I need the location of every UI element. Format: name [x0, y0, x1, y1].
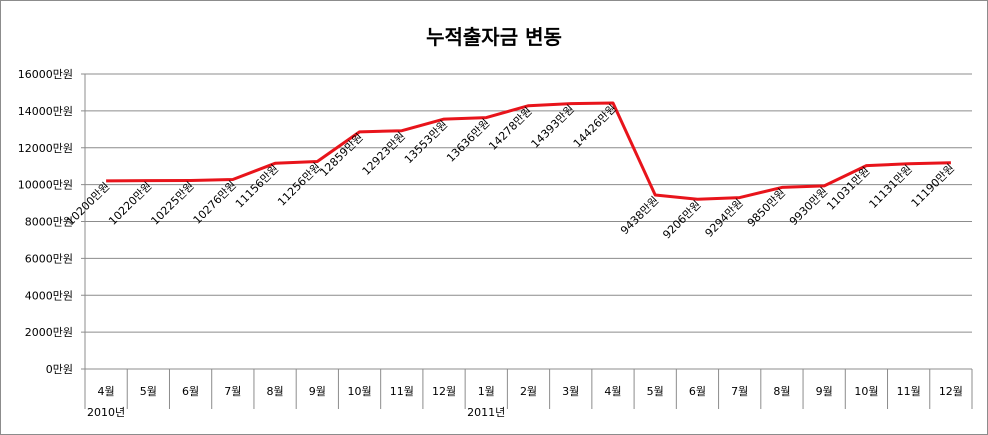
x-tick-label: 2월: [520, 385, 537, 398]
data-label: 9294만원: [703, 197, 746, 240]
x-tick-label: 3월: [562, 385, 579, 398]
x-tick-label: 7월: [731, 385, 748, 398]
x-tick-label: 6월: [182, 385, 199, 398]
data-label: 11031만원: [824, 165, 872, 213]
data-label: 10225만원: [148, 179, 196, 227]
y-tick-label: 6000만원: [25, 252, 73, 265]
data-label: 9438만원: [618, 194, 661, 237]
axes: [81, 73, 973, 409]
data-label: 9206만원: [660, 198, 703, 241]
x-tick-label: 11월: [390, 385, 414, 398]
y-axis-tick-labels: 0만원 2000만원 4000만원 6000만원 8000만원 10000만원 12000만…: [18, 68, 73, 376]
x-tick-label: 1월: [478, 385, 495, 398]
x-tick-label: 5월: [140, 385, 157, 398]
x-tick-label: 9월: [816, 385, 833, 398]
x-tick-label: 5월: [647, 385, 664, 398]
x-tick-label: 9월: [309, 385, 326, 398]
gridlines: [85, 73, 972, 333]
x-tick-label: 10월: [347, 385, 371, 398]
series-line: [106, 101, 951, 201]
data-label: 12923만원: [360, 130, 408, 178]
x-axis-tick-labels: 4월 5월 6월 7월 8월 9월 10월 11월 12월 1월 2월 3월 4월 5월 6월 7월 8월 9월 1…: [98, 385, 963, 398]
x-tick-label: 12월: [432, 385, 456, 398]
x-tick-label: 10월: [854, 385, 878, 398]
y-tick-label: 10000만원: [18, 179, 73, 192]
data-label: 11131만원: [867, 163, 915, 211]
year-label: 2011년: [467, 406, 505, 419]
y-tick-label: 4000만원: [25, 289, 73, 302]
y-tick-label: 12000만원: [18, 142, 73, 155]
x-tick-label: 8월: [773, 385, 790, 398]
data-label: 14393만원: [529, 103, 577, 151]
y-tick-label: 2000만원: [25, 326, 73, 339]
data-labels: 10200만원10220만원10225만원10276만원11156만원11256…: [64, 102, 957, 242]
year-labels: 2010년 2011년: [87, 406, 505, 419]
y-tick-label: 8000만원: [25, 216, 73, 229]
data-label: 14426만원: [571, 102, 619, 150]
x-tick-label: 11월: [897, 385, 921, 398]
year-label: 2010년: [87, 406, 125, 419]
data-label: 10220만원: [106, 179, 154, 227]
series-line-path: [106, 101, 951, 201]
y-tick-label: 14000만원: [18, 105, 73, 118]
y-tick-label: 16000만원: [18, 68, 73, 81]
chart-title: 누적출자금 변동: [426, 25, 562, 49]
y-tick-label: 0만원: [46, 363, 73, 376]
x-tick-label: 8월: [267, 385, 284, 398]
x-tick-label: 4월: [98, 385, 115, 398]
x-tick-label: 4월: [604, 385, 621, 398]
data-label: 9850만원: [745, 186, 788, 229]
data-label: 13636만원: [444, 117, 492, 165]
data-label: 11190만원: [909, 162, 957, 210]
x-tick-label: 7월: [224, 385, 241, 398]
data-label: 10276만원: [191, 178, 239, 226]
x-tick-label: 6월: [689, 385, 706, 398]
x-tick-label: 12월: [939, 385, 963, 398]
